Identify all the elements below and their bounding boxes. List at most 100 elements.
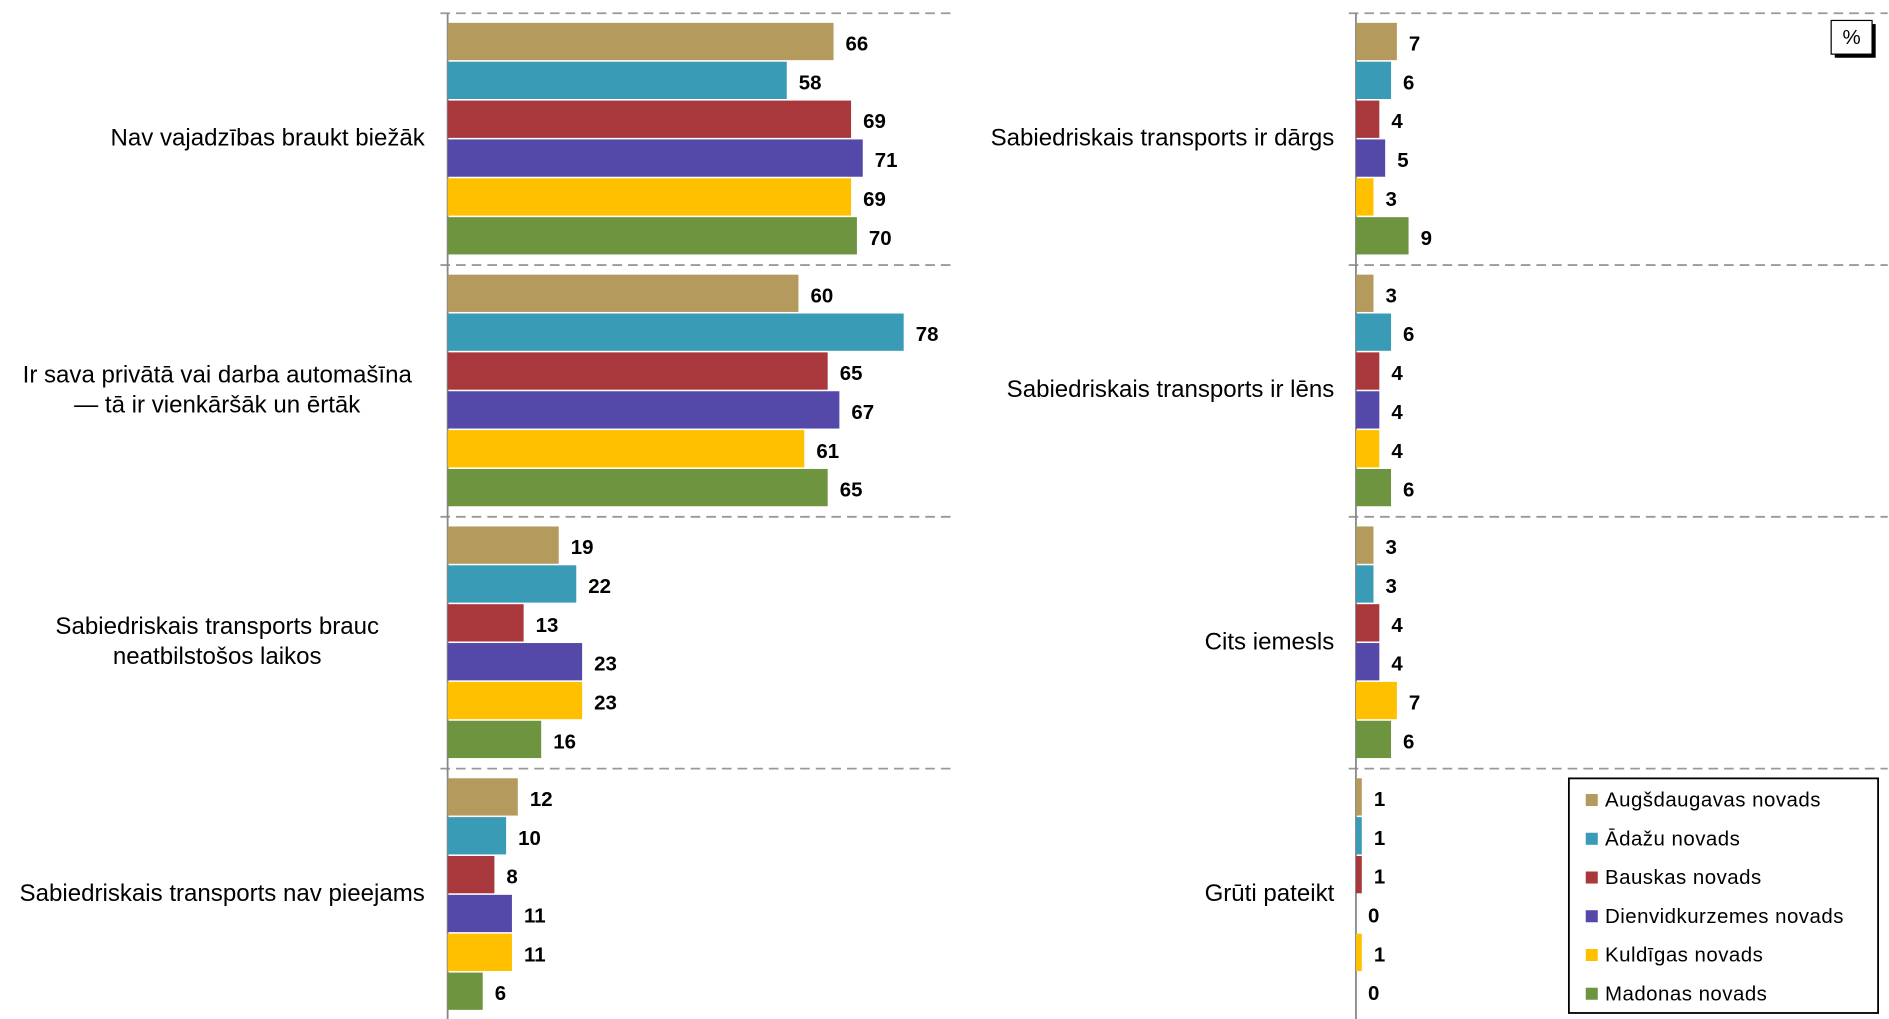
category-label-box: Sabiedriskais transports brauc neatbilst…	[10, 517, 425, 769]
bar	[447, 643, 583, 681]
legend-swatch	[1585, 948, 1598, 962]
value-label: 6	[495, 982, 506, 1005]
bar	[447, 430, 805, 468]
value-label: 11	[524, 943, 546, 966]
category-label-box: Nav vajadzības braukt biežāk	[10, 13, 425, 265]
bar	[1355, 274, 1374, 312]
bar	[1355, 178, 1374, 216]
category-label: Cits iemesls	[967, 517, 1335, 769]
bar	[1355, 22, 1397, 61]
legend-swatch	[1585, 832, 1598, 845]
category-label-box: Sabiedriskais transports nav pieejams	[10, 769, 425, 1019]
value-label: 58	[799, 71, 822, 94]
legend-label: Ādažu novads	[1605, 827, 1740, 850]
value-label: 3	[1386, 188, 1397, 211]
category-label: Sabiedriskais transports nav pieejams	[10, 769, 425, 1019]
value-label: 69	[863, 188, 886, 211]
value-label: 5	[1397, 149, 1408, 172]
value-label: 3	[1386, 284, 1397, 307]
value-label: 0	[1368, 982, 1379, 1005]
bar	[1355, 100, 1380, 138]
bar	[1355, 604, 1380, 642]
bar	[1355, 217, 1409, 255]
unit-label: %	[1843, 26, 1861, 49]
category-label: Sabiedriskais transports ir dārgs	[967, 13, 1335, 265]
value-label: 4	[1391, 110, 1403, 133]
value-label: 1	[1374, 943, 1385, 966]
value-label: 6	[1403, 323, 1414, 346]
category-label-box: Sabiedriskais transports ir dārgs	[967, 13, 1335, 265]
bar	[1355, 468, 1392, 507]
value-label: 1	[1374, 866, 1385, 889]
bar	[447, 22, 834, 61]
category-label: Nav vajadzības braukt biežāk	[10, 13, 425, 265]
value-label: 10	[518, 827, 541, 850]
bar	[447, 778, 518, 816]
bar	[1355, 643, 1380, 681]
value-label: 13	[536, 614, 559, 637]
bar	[447, 972, 483, 1010]
legend-label: Madonas novads	[1605, 982, 1767, 1005]
legend-swatch	[1585, 871, 1598, 884]
category-label-text: Nav vajadzības braukt biežāk	[110, 125, 425, 152]
value-label: 7	[1409, 692, 1420, 715]
bar	[447, 139, 863, 177]
value-label: 19	[571, 536, 594, 559]
value-label: 4	[1391, 614, 1403, 637]
category-label: Sabiedriskais transports ir lēns	[1007, 377, 1335, 403]
value-label: 4	[1391, 362, 1403, 385]
legend-swatch	[1585, 987, 1598, 1000]
bar	[447, 178, 852, 216]
bar	[447, 933, 512, 971]
legend-label: Kuldīgas novads	[1605, 944, 1763, 967]
legend-box	[1567, 777, 1879, 1014]
bar	[1355, 933, 1362, 971]
category-label-text: Grūti pateikt	[1204, 880, 1335, 908]
value-label: 4	[1391, 401, 1403, 424]
value-label: 8	[506, 866, 517, 889]
value-label: 70	[869, 227, 892, 250]
value-label: 23	[594, 653, 617, 676]
bar	[447, 565, 577, 603]
bar	[447, 526, 559, 564]
bar	[447, 468, 828, 507]
value-label: 78	[916, 323, 939, 346]
value-label: 3	[1386, 536, 1397, 559]
legend-label: Bauskas novads	[1605, 866, 1762, 889]
bar	[447, 681, 583, 720]
value-label: 22	[588, 575, 611, 598]
category-label-box: Cits iemesls	[967, 517, 1335, 769]
value-label: 4	[1391, 653, 1403, 676]
bar	[1355, 720, 1392, 759]
bar	[447, 61, 787, 100]
category-label-text: Sabiedriskais transports ir dārgs	[990, 125, 1335, 152]
category-label-box: Grūti pateikt	[967, 769, 1335, 1019]
value-label: 66	[846, 33, 869, 56]
legend-label: Dienvidkurzemes novads	[1605, 905, 1844, 928]
value-label: 9	[1421, 227, 1432, 250]
bar	[1355, 313, 1392, 351]
value-label: 16	[553, 730, 576, 753]
legend-swatch	[1585, 910, 1598, 923]
bar	[1355, 681, 1397, 720]
category-label-box: Ir sava privātā vai darba automašīna — t…	[10, 265, 425, 517]
legend-label: Augšdaugavas novads	[1605, 789, 1821, 812]
value-label: 65	[840, 479, 863, 502]
value-label: 12	[530, 788, 553, 811]
bar	[1355, 352, 1380, 390]
value-label: 0	[1368, 905, 1379, 928]
bar	[1355, 139, 1386, 177]
unit-box	[1830, 19, 1873, 55]
category-label: Grūti pateikt	[967, 769, 1335, 1019]
bar	[447, 274, 799, 312]
value-label: 6	[1403, 71, 1414, 94]
bar	[1355, 778, 1362, 816]
bar	[447, 894, 512, 933]
legend-swatch	[1585, 794, 1598, 807]
value-label: 7	[1409, 33, 1420, 56]
bar	[1355, 855, 1362, 894]
category-label: Ir sava privātā vai darba automašīna — t…	[10, 265, 425, 517]
value-label: 3	[1386, 575, 1397, 598]
category-label-text: Sabiedriskais transports brauc neatbilst…	[55, 613, 380, 671]
